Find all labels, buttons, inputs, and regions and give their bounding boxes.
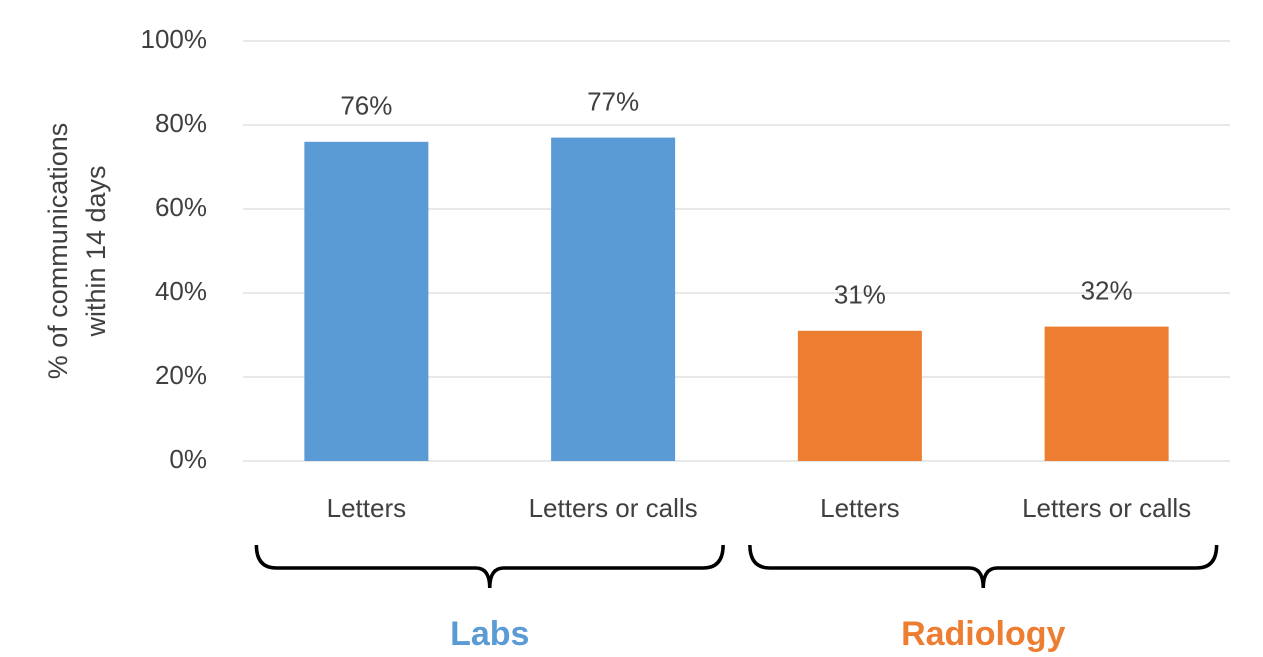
y-tick-label: 40%: [155, 276, 207, 306]
y-axis-label-line: within 14 days: [81, 165, 111, 337]
group-label: Labs: [450, 615, 529, 653]
x-tick-label: Letters or calls: [529, 493, 698, 523]
group-brace: [254, 544, 725, 589]
x-tick-label: Letters: [820, 493, 900, 523]
y-tick-label: 80%: [155, 108, 207, 138]
y-tick-label: 60%: [155, 192, 207, 222]
data-label: 32%: [1081, 275, 1133, 305]
bar: [797, 330, 922, 461]
y-tick-label: 100%: [141, 24, 208, 54]
y-tick-label: 20%: [155, 360, 207, 390]
y-axis-label-line: % of communications: [43, 123, 73, 380]
y-tick-label: 0%: [169, 444, 207, 474]
bar: [1044, 326, 1169, 461]
x-tick-label: Letters: [327, 493, 407, 523]
data-label: 76%: [340, 91, 392, 121]
bar: [551, 137, 676, 461]
data-label: 77%: [587, 86, 639, 116]
group-brace: [748, 544, 1219, 589]
y-axis-label: % of communications within 14 days: [43, 123, 111, 380]
bar: [304, 141, 429, 462]
group-label: Radiology: [901, 615, 1065, 653]
data-label: 31%: [834, 280, 886, 310]
x-tick-label: Letters or calls: [1022, 493, 1191, 523]
